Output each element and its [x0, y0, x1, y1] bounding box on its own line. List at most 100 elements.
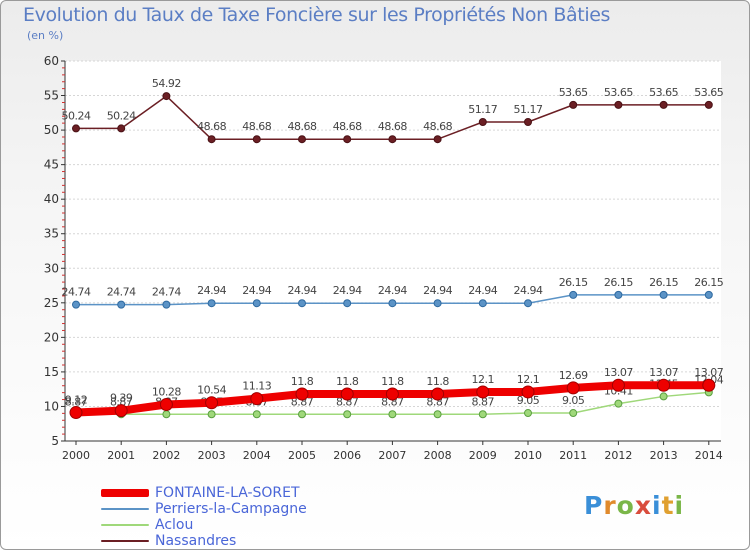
data-point-fontaine-la-soret-2009	[476, 385, 490, 399]
data-point-fontaine-la-soret-2000	[69, 406, 83, 420]
chart-unit: (en %)	[27, 29, 64, 42]
data-point-fontaine-la-soret-2010	[521, 385, 535, 399]
logo-letter: x	[634, 491, 652, 520]
data-point-aclou-2008	[433, 410, 442, 419]
legend-swatch	[101, 540, 149, 542]
y-tick-label-9: 50	[44, 123, 59, 137]
legend-label: Perriers-la-Campagne	[155, 501, 307, 517]
y-tick-label-6: 35	[44, 227, 59, 241]
data-point-fontaine-la-soret-2011	[566, 381, 580, 395]
y-tick-label-11: 60	[44, 54, 59, 68]
data-label-nassandres-2003: 48.68	[197, 120, 226, 133]
plot-area	[65, 61, 721, 441]
logo-letter: i	[674, 491, 685, 520]
x-tick-label-6: 2006	[333, 449, 361, 462]
x-tick-label-8: 2008	[424, 449, 452, 462]
data-label-perriers-la-campagne-2011: 26.15	[559, 276, 588, 289]
data-point-fontaine-la-soret-2014	[702, 378, 716, 392]
data-label-aclou-2007: 8.87	[381, 395, 404, 408]
data-point-nassandres-2006	[343, 135, 352, 144]
data-point-aclou-2009	[478, 410, 487, 419]
x-tick-label-7: 2007	[378, 449, 406, 462]
data-label-perriers-la-campagne-2013: 26.15	[649, 276, 678, 289]
data-point-perriers-la-campagne-2013	[659, 290, 668, 299]
data-label-fontaine-la-soret-2007: 11.8	[381, 375, 404, 388]
data-point-aclou-2007	[388, 410, 397, 419]
data-label-aclou-2001: 8.87	[110, 395, 133, 408]
data-label-perriers-la-campagne-2008: 24.94	[423, 284, 452, 297]
logo-letter: r	[603, 491, 617, 520]
data-point-fontaine-la-soret-2013	[657, 378, 671, 392]
data-label-nassandres-2000: 50.24	[62, 109, 91, 122]
data-label-aclou-2010: 9.05	[517, 394, 540, 407]
data-point-nassandres-2014	[704, 100, 713, 109]
x-tick-label-13: 2013	[650, 449, 678, 462]
data-point-aclou-2012	[614, 399, 623, 408]
data-label-perriers-la-campagne-2001: 24.74	[107, 286, 136, 299]
data-point-nassandres-2005	[298, 135, 306, 144]
data-label-fontaine-la-soret-2010: 12.1	[517, 373, 540, 386]
data-label-fontaine-la-soret-2006: 11.8	[336, 375, 359, 388]
data-point-nassandres-2007	[388, 135, 397, 144]
data-label-aclou-2009: 8.87	[472, 395, 495, 408]
x-tick-label-9: 2009	[469, 449, 497, 462]
data-point-perriers-la-campagne-2010	[524, 299, 532, 308]
data-label-perriers-la-campagne-2004: 24.94	[242, 284, 271, 297]
x-tick-label-1: 2001	[107, 449, 135, 462]
x-tick-label-5: 2005	[288, 449, 316, 462]
data-label-nassandres-2004: 48.68	[242, 120, 271, 133]
data-label-fontaine-la-soret-2001: 9.39	[110, 392, 133, 405]
y-tick-label-7: 40	[44, 192, 59, 206]
data-point-fontaine-la-soret-2006	[340, 387, 354, 401]
data-point-perriers-la-campagne-2012	[614, 290, 623, 299]
data-label-nassandres-2007: 48.68	[378, 120, 407, 133]
data-point-aclou-2011	[569, 409, 578, 418]
legend-label: Nassandres	[155, 533, 237, 549]
data-label-perriers-la-campagne-2014: 26.15	[694, 276, 723, 289]
data-label-fontaine-la-soret-2011: 12.69	[559, 369, 588, 382]
data-point-perriers-la-campagne-2005	[298, 299, 306, 308]
data-label-perriers-la-campagne-2007: 24.94	[378, 284, 407, 297]
data-label-fontaine-la-soret-2002: 10.28	[152, 386, 181, 399]
legend-swatch	[101, 489, 149, 497]
y-tick-label-1: 10	[44, 399, 59, 413]
legend-label: FONTAINE-LA-SORET	[155, 485, 300, 501]
y-tick-label-10: 55	[44, 89, 59, 103]
data-point-perriers-la-campagne-2001	[117, 300, 126, 309]
data-label-aclou-2006: 8.87	[336, 395, 359, 408]
data-label-fontaine-la-soret-2013: 13.07	[649, 366, 678, 379]
data-label-aclou-2011: 9.05	[562, 394, 585, 407]
legend-item: Perriers-la-Campagne	[101, 501, 307, 517]
legend-item: Aclou	[101, 517, 307, 533]
data-label-fontaine-la-soret-2009: 12.1	[472, 373, 495, 386]
x-tick-label-11: 2011	[559, 449, 587, 462]
legend-item: FONTAINE-LA-SORET	[101, 485, 307, 501]
data-point-perriers-la-campagne-2014	[704, 290, 713, 299]
y-tick-label-5: 30	[44, 261, 59, 275]
y-tick-label-2: 15	[44, 365, 59, 379]
data-label-nassandres-2013: 53.65	[649, 86, 678, 99]
y-tick-label-0: 5	[51, 434, 59, 448]
data-label-nassandres-2010: 51.17	[514, 103, 543, 116]
data-point-nassandres-2001	[117, 124, 126, 133]
legend-swatch	[101, 524, 149, 526]
x-tick-label-2: 2002	[152, 449, 180, 462]
data-point-nassandres-2003	[207, 135, 216, 144]
data-label-aclou-2000: 8.87	[65, 395, 88, 408]
y-tick-label-8: 45	[44, 158, 59, 172]
data-point-fontaine-la-soret-2004	[250, 392, 264, 406]
data-label-nassandres-2008: 48.68	[423, 120, 452, 133]
x-tick-label-10: 2010	[514, 449, 542, 462]
data-point-perriers-la-campagne-2004	[252, 299, 261, 308]
data-point-nassandres-2002	[162, 92, 171, 101]
data-label-nassandres-2006: 48.68	[333, 120, 362, 133]
data-point-perriers-la-campagne-2008	[433, 299, 442, 308]
data-label-perriers-la-campagne-2009: 24.94	[468, 284, 497, 297]
x-tick-label-12: 2012	[604, 449, 632, 462]
legend-swatch	[101, 508, 149, 510]
data-label-nassandres-2012: 53.65	[604, 86, 633, 99]
y-tick-label-3: 20	[44, 330, 59, 344]
logo-letter: P	[584, 491, 604, 520]
